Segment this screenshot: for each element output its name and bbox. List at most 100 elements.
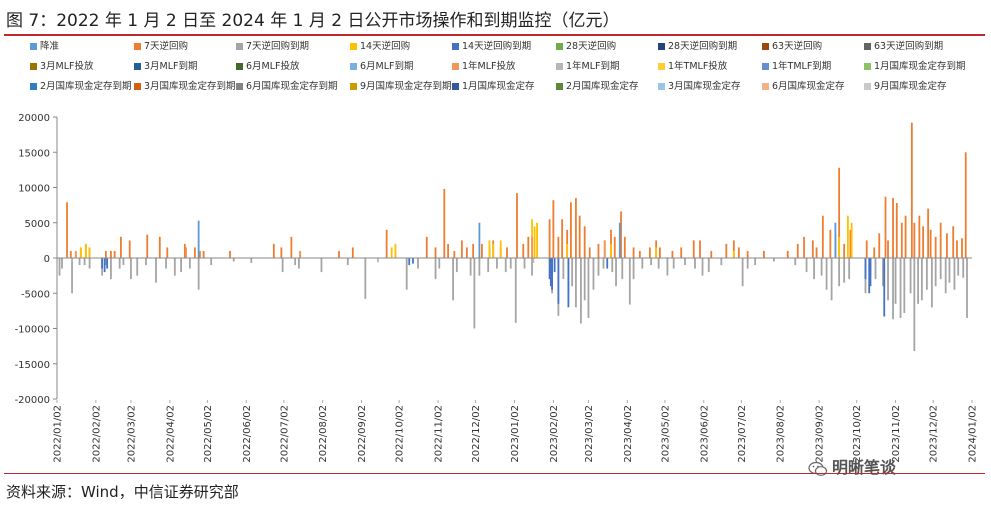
bar	[198, 250, 201, 258]
bar	[820, 258, 823, 276]
bar	[813, 258, 815, 280]
legend-label: 7天逆回购到期	[246, 41, 310, 52]
legend-label: 3月MLF投放	[40, 61, 94, 72]
x-tick-label: 2022/06/02	[242, 405, 253, 463]
bar	[773, 258, 775, 262]
bar	[173, 258, 176, 276]
legend-swatch	[556, 62, 563, 70]
legend-swatch	[658, 82, 665, 90]
bar	[473, 258, 476, 329]
bar	[899, 258, 902, 318]
bar	[874, 258, 877, 280]
bar	[746, 250, 749, 258]
bar	[887, 258, 889, 301]
legend-label: 2月国库现金定存到期	[40, 81, 132, 92]
x-tick-label: 2022/02/02	[91, 405, 102, 463]
x-tick-label: 2022/09/02	[357, 405, 368, 463]
legend-item: 1年TMLF投放	[658, 60, 727, 74]
x-tick-label: 2024/01/02	[968, 405, 979, 463]
bar	[514, 258, 517, 323]
x-tick-label: 2023/06/02	[699, 405, 710, 463]
bar	[180, 258, 182, 273]
bar	[632, 258, 635, 280]
bar	[583, 226, 586, 258]
bar	[583, 258, 586, 301]
legend-label: 9月国库现金定存	[874, 81, 947, 92]
legend-item: 2月国库现金定存	[556, 80, 639, 94]
bar	[166, 247, 169, 258]
legend-swatch	[864, 82, 871, 90]
legend-swatch	[452, 62, 459, 70]
wechat-icon	[808, 461, 828, 476]
bar	[892, 258, 894, 320]
bar	[957, 258, 960, 276]
bar	[338, 250, 340, 258]
legend-swatch	[236, 82, 243, 90]
bar	[754, 258, 757, 266]
x-tick-label: 2023/02/02	[549, 405, 560, 463]
bar	[425, 236, 428, 258]
bar	[847, 215, 849, 258]
bar	[918, 215, 921, 258]
legend-item: 28天逆回购	[556, 40, 616, 54]
bar	[197, 220, 200, 258]
bar	[575, 198, 577, 258]
bar	[232, 258, 235, 262]
bar	[786, 250, 789, 258]
legend-label: 1月国库现金定存到期	[874, 61, 966, 72]
bar	[566, 243, 569, 258]
legend-label: 6月MLF到期	[360, 61, 414, 72]
bar	[725, 243, 728, 258]
bar	[104, 250, 107, 258]
bar	[488, 240, 491, 259]
bar	[930, 258, 933, 308]
bar	[193, 247, 196, 258]
watermark: 明晰笔谈	[808, 454, 896, 478]
bar	[376, 258, 379, 263]
legend-swatch	[30, 42, 37, 50]
bar	[553, 258, 556, 273]
bar	[496, 258, 498, 269]
y-tick-label: -15000	[15, 360, 50, 371]
bar	[165, 258, 167, 269]
bar	[597, 243, 600, 258]
x-tick-label: 2022/05/02	[203, 405, 214, 463]
bar	[952, 226, 955, 258]
legend-item: 63天逆回购	[762, 40, 822, 54]
bar	[803, 236, 805, 258]
bar	[499, 240, 502, 259]
bar	[864, 258, 867, 280]
legend-item: 1年MLF到期	[556, 60, 620, 74]
bar	[659, 247, 661, 258]
bar	[838, 167, 841, 258]
legend-swatch	[30, 62, 37, 70]
legend-label: 9月国库现金定存到期	[360, 81, 452, 92]
legend-label: 63天逆回购	[772, 41, 823, 52]
x-tick-label: 2023/11/02	[891, 405, 902, 463]
legend-label: 1年TMLF到期	[772, 61, 832, 72]
legend-item: 63天逆回购到期	[864, 40, 943, 54]
bar	[58, 258, 61, 276]
legend-swatch	[236, 42, 243, 50]
bar	[830, 258, 833, 301]
bar	[522, 243, 525, 258]
bar	[927, 208, 930, 258]
legend-label: 3月国库现金定存到期	[144, 81, 236, 92]
legend-label: 2月国库现金定存	[566, 81, 639, 92]
legend-label: 降准	[40, 41, 60, 52]
bar	[746, 258, 749, 269]
watermark-text: 明晰笔谈	[832, 458, 897, 477]
bar	[136, 258, 139, 276]
bar	[551, 258, 553, 290]
bar	[834, 222, 837, 258]
bar	[562, 258, 565, 280]
bar	[848, 258, 851, 280]
bar	[434, 258, 437, 280]
y-tick-label: 5000	[25, 219, 50, 230]
bar	[552, 200, 555, 258]
bar	[894, 258, 897, 304]
legend-label: 7天逆回购	[144, 41, 189, 52]
bar	[732, 250, 735, 258]
bar	[873, 247, 876, 258]
bar	[602, 258, 605, 269]
